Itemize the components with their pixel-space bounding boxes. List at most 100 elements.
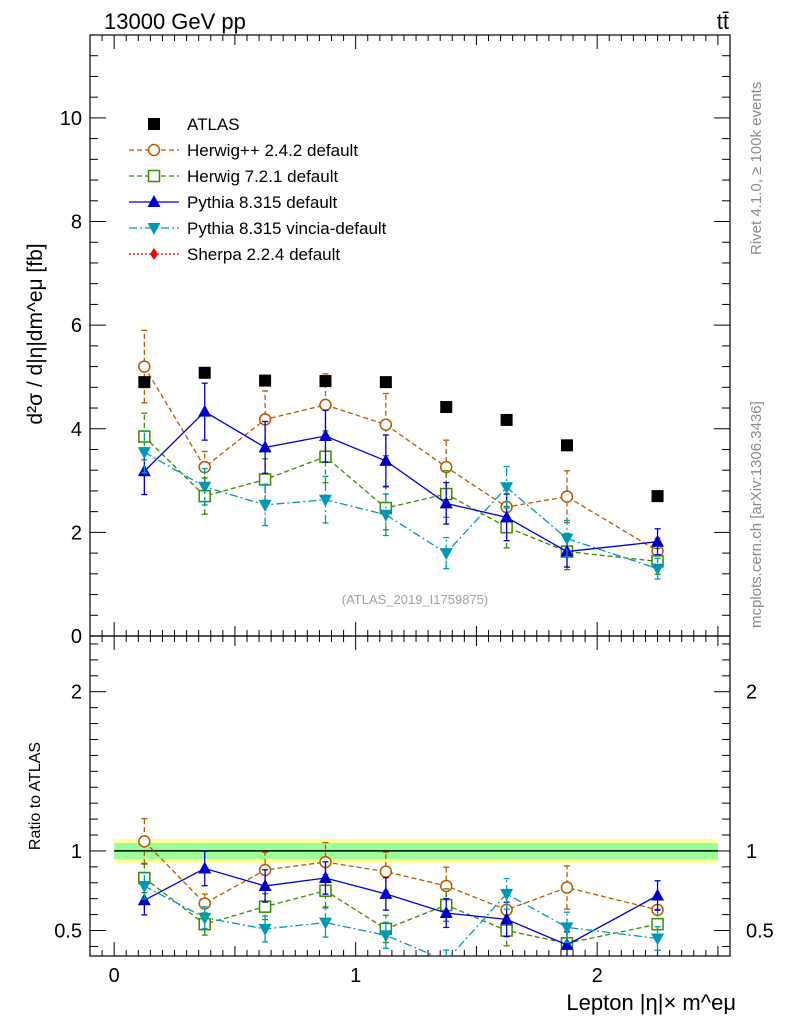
ratio-series-line bbox=[144, 867, 658, 946]
data-point bbox=[379, 453, 393, 466]
legend-label: Pythia 8.315 default bbox=[187, 193, 338, 212]
x-tick-label: 2 bbox=[592, 965, 603, 987]
data-point bbox=[379, 509, 393, 522]
legend-entry: Herwig++ 2.4.2 default bbox=[129, 141, 358, 160]
data-point bbox=[651, 534, 665, 547]
process-label: tt̄ bbox=[717, 9, 729, 34]
atlas-data-point bbox=[259, 374, 272, 387]
y-tick-label: 2 bbox=[71, 522, 82, 544]
atlas-data-point bbox=[379, 376, 392, 389]
atlas-data-point bbox=[500, 413, 513, 426]
atlas-data-point bbox=[651, 490, 664, 503]
series-pythia-8-315-vincia-default bbox=[137, 430, 665, 580]
ratio-data-point bbox=[138, 835, 151, 848]
ratio-data-point bbox=[258, 923, 272, 936]
atlas-data-point bbox=[198, 366, 211, 379]
ratio-data-point bbox=[500, 912, 514, 925]
ratio-data-point bbox=[379, 865, 393, 878]
ratio-y-tick-label: 1 bbox=[71, 841, 82, 863]
data-point bbox=[439, 548, 453, 561]
data-point bbox=[258, 473, 272, 486]
y-tick-label: 4 bbox=[71, 419, 82, 441]
legend-marker bbox=[147, 195, 161, 207]
legend-label: Sherpa 2.2.4 default bbox=[187, 245, 340, 264]
legend-label: Herwig 7.2.1 default bbox=[187, 167, 338, 186]
y-tick-label: 8 bbox=[71, 212, 82, 234]
y-axis-label: d²σ / d|η|dm^eμ [fb] bbox=[24, 243, 47, 424]
x-tick-label: 1 bbox=[350, 965, 361, 987]
data-point bbox=[137, 447, 151, 460]
ratio-data-point bbox=[137, 880, 151, 893]
ratio-series-line bbox=[143, 877, 658, 944]
plot-frame: 0 1 2 0 2 4 6 8 10 0.5 0.5 1 1 2 2 bbox=[54, 34, 774, 987]
ratio-data-point bbox=[258, 900, 272, 913]
legend-marker bbox=[147, 223, 161, 235]
series-pythia-8-315-default bbox=[137, 382, 665, 568]
ratio-y-tick-label: 2 bbox=[71, 682, 82, 704]
data-point bbox=[651, 563, 665, 576]
ratio-series-herwig-7-2-1-default bbox=[138, 862, 664, 956]
series-line bbox=[143, 410, 658, 553]
ratio-data-point bbox=[318, 870, 332, 883]
ratio-data-point bbox=[560, 922, 574, 935]
series-line bbox=[143, 366, 658, 552]
legend: ATLAS Herwig++ 2.4.2 default Herwig 7.2.1 … bbox=[129, 115, 387, 264]
data-point bbox=[318, 494, 332, 507]
ratio-data-point bbox=[198, 861, 212, 874]
ratio-data-point bbox=[651, 933, 665, 946]
series-atlas bbox=[138, 366, 664, 503]
ratio-y-tick-label-right: 2 bbox=[746, 682, 757, 704]
legend-entry: Sherpa 2.2.4 default bbox=[129, 245, 340, 264]
data-point bbox=[198, 481, 212, 494]
ratio-data-point bbox=[198, 912, 212, 925]
legend-marker bbox=[150, 248, 158, 260]
data-point bbox=[319, 398, 332, 412]
ratio-data-point bbox=[560, 937, 574, 950]
legend-label: Pythia 8.315 vincia-default bbox=[187, 219, 387, 238]
legend-entry: Pythia 8.315 default bbox=[129, 193, 338, 212]
ratio-series-pythia-8-315-default bbox=[137, 850, 665, 956]
data-point bbox=[318, 429, 332, 442]
legend-marker bbox=[147, 169, 161, 183]
series-layer bbox=[137, 329, 665, 956]
ratio-data-point bbox=[439, 955, 453, 956]
data-point bbox=[379, 418, 393, 431]
data-point bbox=[439, 496, 453, 509]
ratio-series-pythia-8-315-vincia-default bbox=[137, 872, 665, 956]
legend-label: Herwig++ 2.4.2 default bbox=[187, 141, 358, 160]
x-tick-label: 0 bbox=[109, 965, 120, 987]
atlas-data-point bbox=[560, 439, 573, 452]
legend-entry: Herwig 7.2.1 default bbox=[129, 167, 338, 186]
mcplots-label: mcplots.cern.ch [arXiv:1306.3436] bbox=[748, 401, 765, 628]
ratio-data-point bbox=[318, 917, 332, 930]
ratio-data-point bbox=[379, 930, 393, 943]
ratio-data-point bbox=[651, 888, 665, 901]
data-point bbox=[560, 533, 574, 546]
data-point bbox=[560, 490, 574, 503]
data-point bbox=[500, 510, 514, 523]
series-line bbox=[143, 436, 658, 563]
y-tick-label: 0 bbox=[71, 626, 82, 648]
series-herwig-2-4-2-default bbox=[138, 329, 664, 565]
atlas-data-point bbox=[319, 375, 332, 388]
ratio-y-axis-label: Ratio to ATLAS bbox=[27, 742, 44, 850]
ratio-uncertainty-band bbox=[114, 838, 718, 863]
legend-entry: ATLAS bbox=[148, 115, 240, 134]
x-axis-label: Lepton |η|× m^eμ bbox=[566, 990, 736, 1015]
legend-marker bbox=[148, 118, 160, 130]
rivet-label: Rivet 4.1.0, ≥ 100k events bbox=[748, 82, 765, 255]
ratio-data-point bbox=[379, 886, 393, 899]
legend-entry: Pythia 8.315 vincia-default bbox=[129, 219, 387, 238]
data-point bbox=[500, 482, 514, 495]
legend-marker bbox=[147, 143, 161, 157]
data-point bbox=[258, 440, 272, 453]
data-point bbox=[198, 404, 212, 417]
ratio-series-herwig-2-4-2-default bbox=[138, 817, 664, 928]
ratio-y-tick-label-right: 0.5 bbox=[746, 921, 774, 943]
data-point bbox=[138, 360, 151, 373]
energy-label: 13000 GeV pp bbox=[104, 9, 246, 34]
analysis-label: (ATLAS_2019_I1759875) bbox=[342, 592, 488, 607]
ratio-data-point bbox=[439, 906, 453, 919]
series-line bbox=[144, 451, 658, 570]
